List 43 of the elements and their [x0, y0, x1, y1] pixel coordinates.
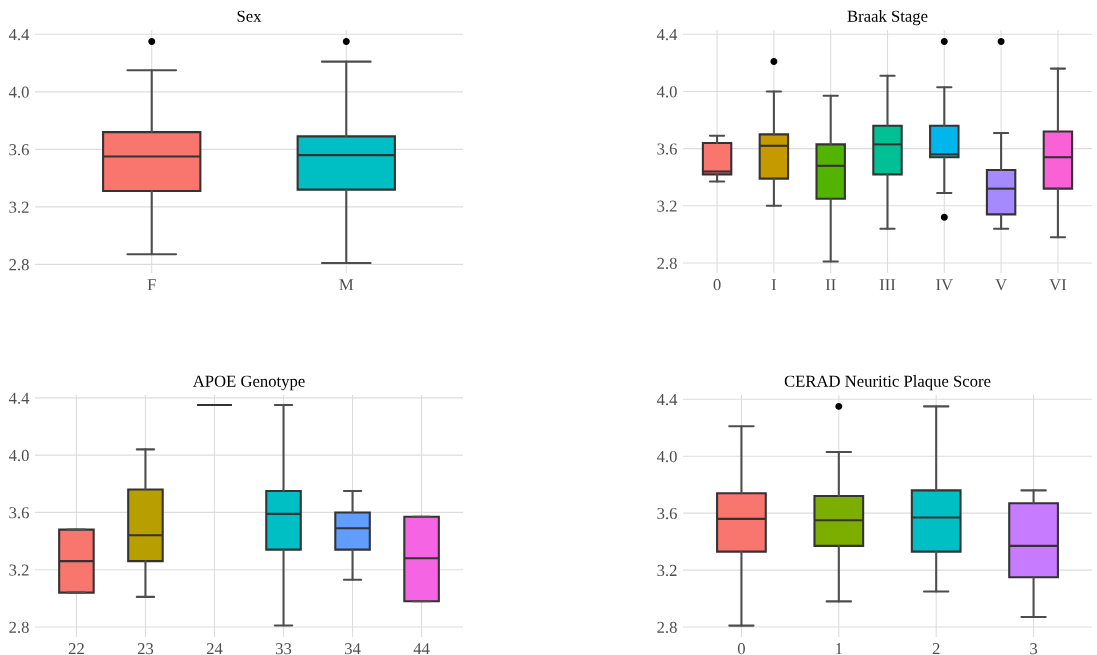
x-tick-label: 34 [345, 643, 361, 655]
x-tick-label: F [147, 279, 156, 291]
y-tick-label: 4.4 [656, 394, 678, 406]
x-tick-label: IV [936, 279, 953, 291]
y-tick-label: 4.0 [656, 86, 677, 98]
y-tick-label: 4.4 [8, 29, 30, 41]
chart-title: APOE Genotype [192, 375, 305, 391]
y-tick-label: 4.4 [656, 29, 678, 41]
x-tick-label: 23 [137, 643, 154, 655]
y-tick-label: 4.0 [8, 86, 29, 98]
y-tick-label: 2.8 [657, 257, 677, 270]
y-tick-label: 3.6 [9, 144, 29, 156]
y-tick-label: 3.2 [657, 200, 677, 212]
y-tick-label: 4.4 [8, 392, 30, 404]
y-tick-label: 4.0 [8, 449, 29, 462]
y-tick-label: 3.6 [657, 507, 677, 520]
chart-title: CERAD Neuritic Plaque Score [784, 375, 991, 391]
x-tick-label: 44 [413, 643, 430, 655]
y-tick-label: 3.2 [9, 564, 29, 576]
y-tick-label: 3.2 [9, 201, 29, 213]
chart-title: Braak Stage [847, 10, 928, 26]
x-tick-label: 0 [713, 279, 721, 291]
x-tick-label: 24 [206, 643, 223, 655]
x-tick-label: 1 [836, 643, 842, 655]
y-tick-label: 3.2 [657, 564, 677, 577]
y-tick-label: 3.6 [9, 507, 29, 519]
x-tick-label: 22 [68, 643, 84, 655]
y-tick-label: 2.8 [9, 621, 29, 633]
x-tick-label: II [825, 279, 836, 291]
y-tick-label: 3.6 [657, 143, 677, 155]
x-tick-label: V [995, 279, 1007, 291]
chart-title: Sex [237, 10, 262, 22]
x-tick-label: I [771, 279, 777, 291]
y-tick-label: 2.8 [9, 259, 29, 271]
x-tick-label: 0 [737, 643, 745, 655]
x-tick-label: M [339, 279, 354, 291]
x-tick-label: 33 [275, 643, 292, 655]
y-tick-label: 2.8 [657, 621, 677, 634]
x-tick-label: 2 [932, 643, 940, 655]
x-tick-label: III [879, 279, 896, 291]
x-tick-label: VI [1049, 279, 1067, 291]
x-tick-label: 3 [1030, 643, 1038, 655]
y-tick-label: 4.0 [656, 450, 677, 463]
